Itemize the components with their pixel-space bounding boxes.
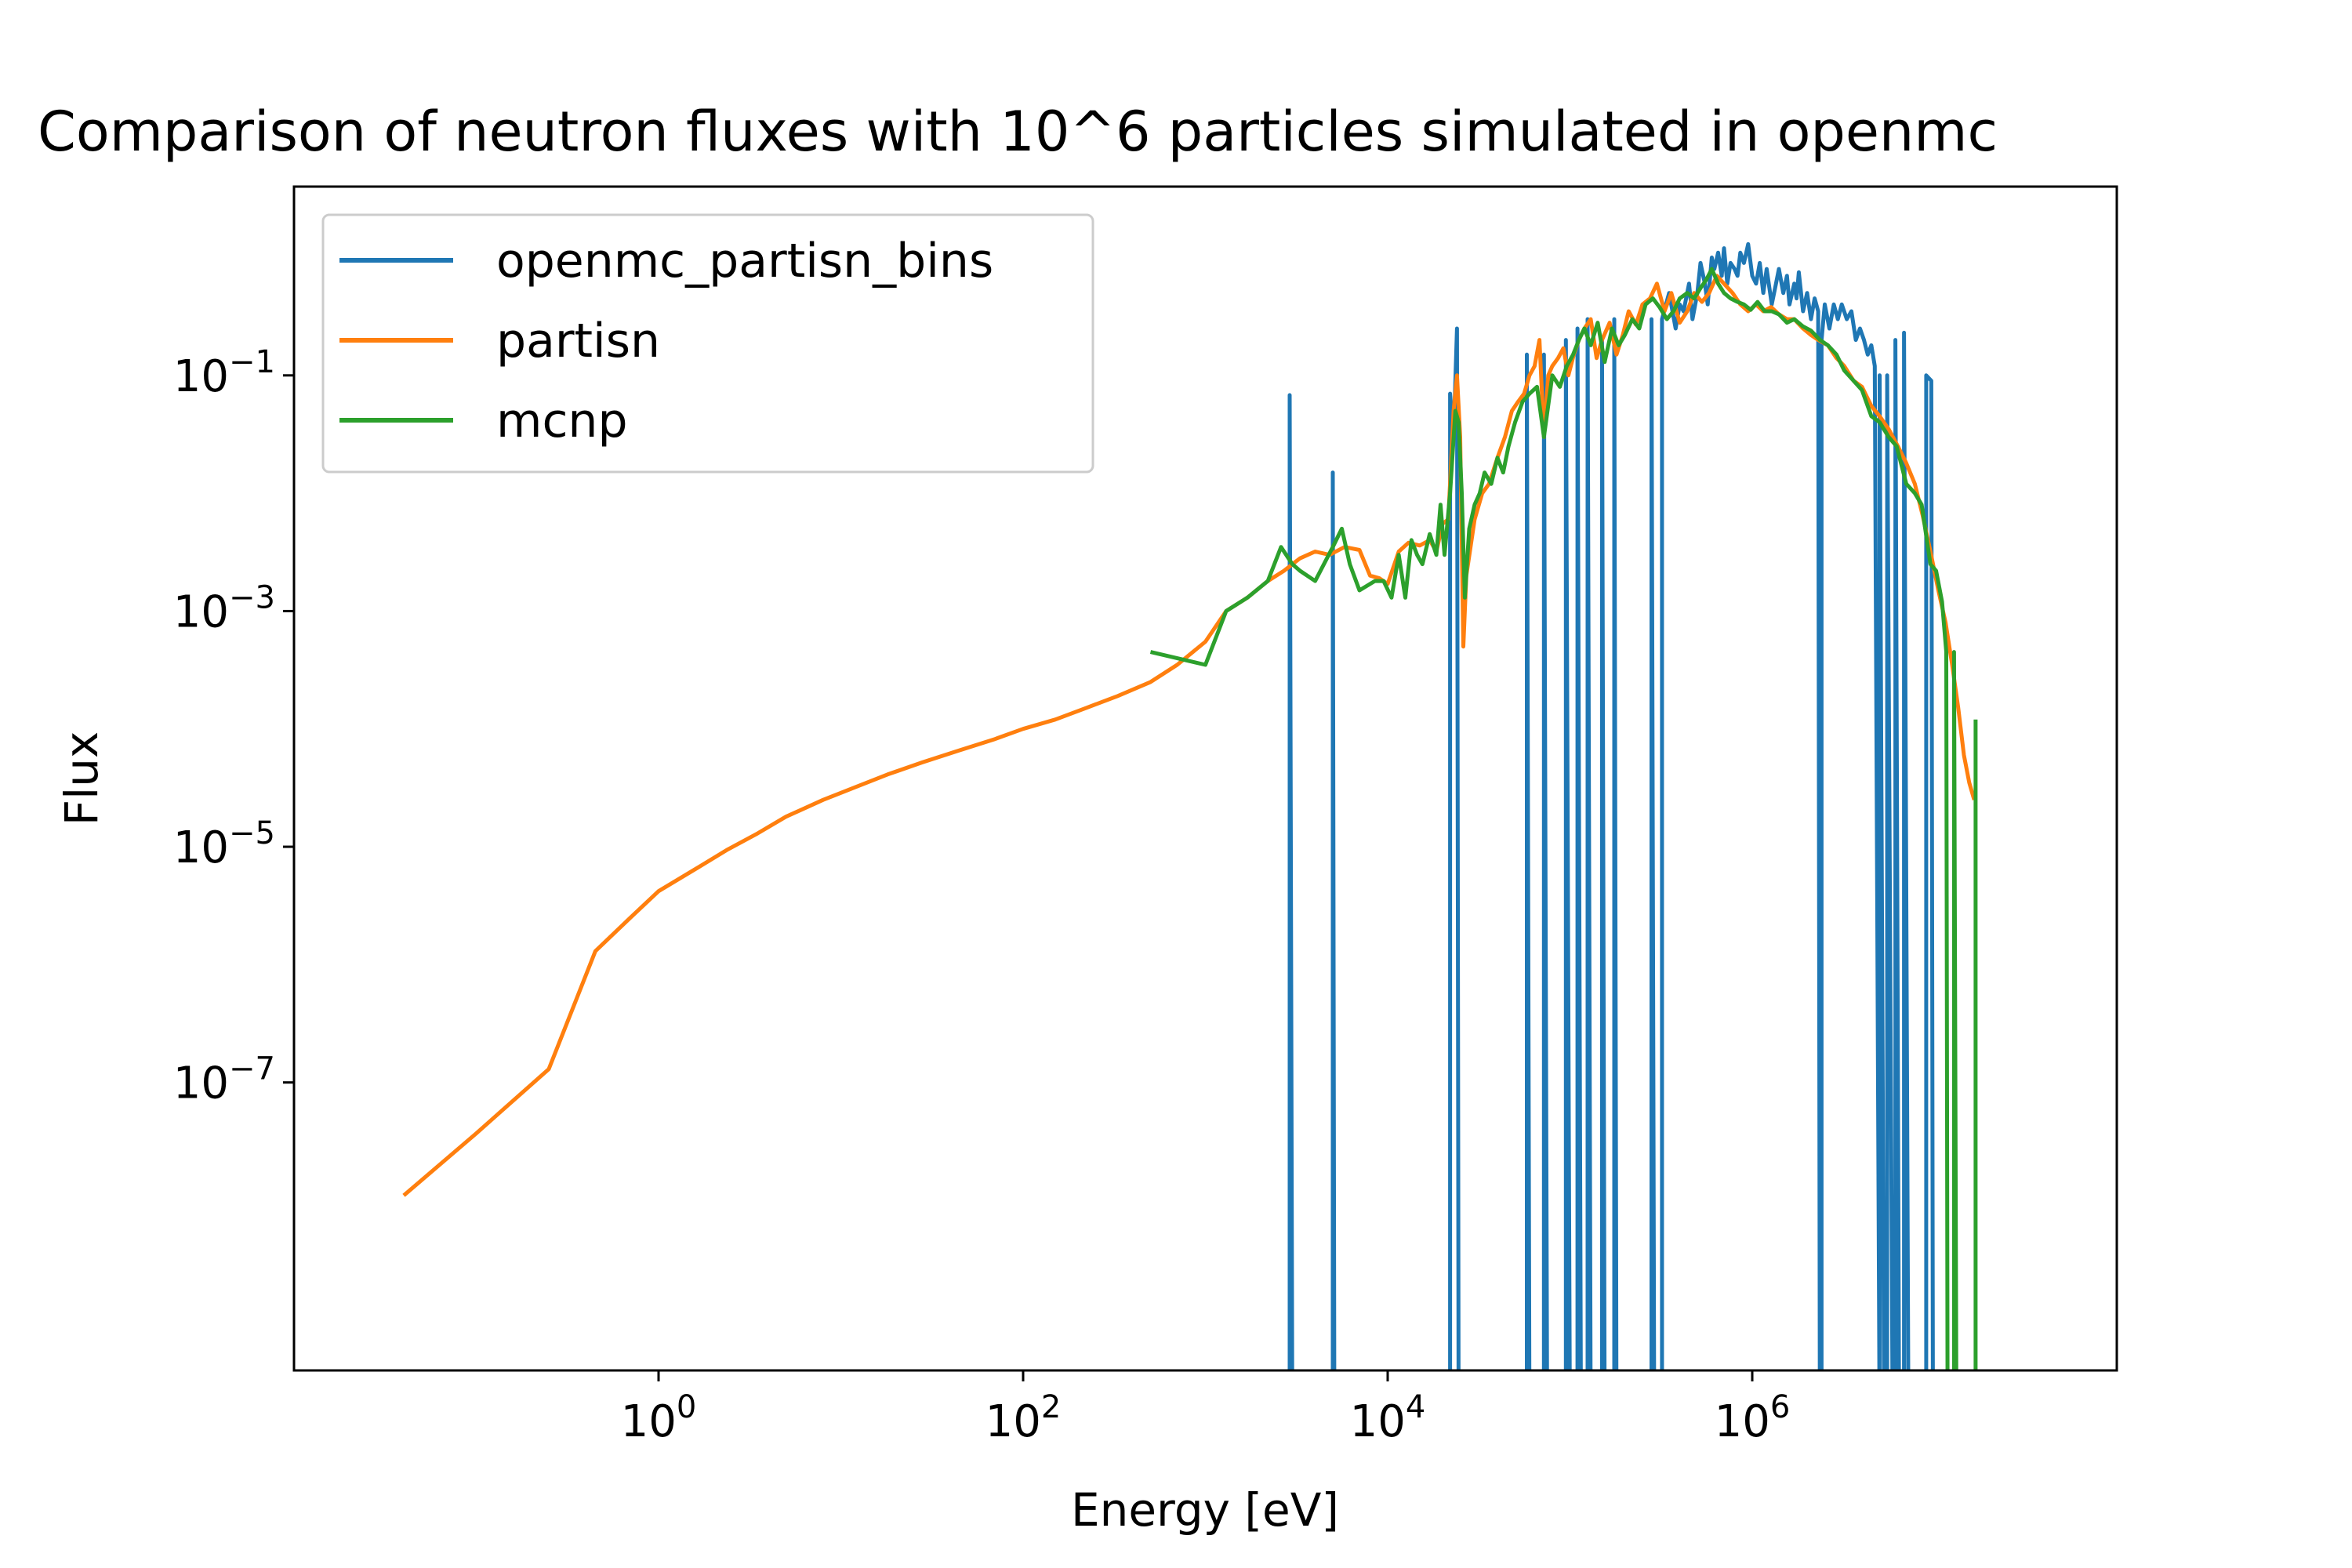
- x-tick-label: 102: [985, 1389, 1062, 1447]
- y-tick-label: 10−7: [173, 1051, 275, 1109]
- legend-label-partisn: partisn: [496, 314, 660, 368]
- plot-frame: [292, 185, 2118, 1372]
- x-axis-label: Energy [eV]: [1071, 1483, 1339, 1537]
- x-tick-label: 100: [621, 1389, 697, 1447]
- chart-title: Comparison of neutron fluxes with 10^6 p…: [38, 100, 1998, 164]
- y-tick-label: 10−5: [173, 815, 275, 873]
- series-line-openmc-partisn-bins: [1287, 241, 1935, 1370]
- legend-label-openmc-partisn-bins: openmc_partisn_bins: [496, 234, 993, 289]
- x-tick-label: 106: [1715, 1389, 1791, 1447]
- y-axis-label: Flux: [55, 731, 108, 826]
- y-tick-label: 10−1: [173, 344, 275, 402]
- y-axis-ticks: 10−1 10−3 10−5 10−7: [173, 344, 294, 1109]
- x-tick-label: 104: [1350, 1389, 1426, 1447]
- series-line-mcnp: [1149, 267, 1978, 1370]
- y-tick-label: 10−3: [173, 579, 275, 637]
- x-axis-ticks: 100 102 104 106: [621, 1370, 1791, 1447]
- legend-box: [321, 213, 1094, 474]
- legend-label-mcnp: mcnp: [496, 394, 628, 448]
- series-layer: [402, 241, 1978, 1370]
